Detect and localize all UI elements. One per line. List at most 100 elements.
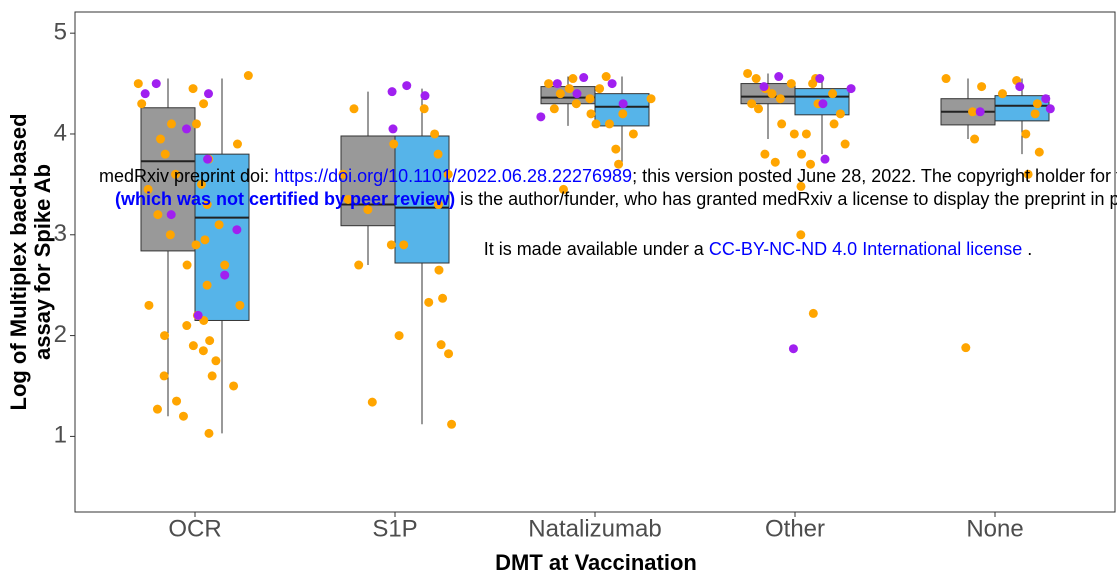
- y-tick-label: 4: [54, 119, 67, 146]
- point: [544, 79, 554, 89]
- point: [386, 240, 396, 250]
- point: [601, 72, 611, 82]
- point: [367, 397, 377, 407]
- point: [1045, 104, 1055, 114]
- point: [229, 381, 239, 391]
- point: [753, 104, 763, 114]
- point: [166, 210, 176, 220]
- point: [818, 99, 828, 109]
- point: [808, 79, 818, 89]
- point: [801, 129, 811, 139]
- point: [419, 104, 429, 114]
- point: [387, 87, 397, 97]
- watermark-link: https://doi.org/10.1101/2022.06.28.22276…: [274, 166, 632, 186]
- point: [160, 331, 170, 341]
- point: [846, 84, 856, 94]
- point: [941, 74, 951, 84]
- point: [447, 419, 457, 429]
- point: [815, 74, 825, 84]
- point: [204, 89, 214, 99]
- point: [536, 112, 546, 122]
- point: [151, 79, 161, 89]
- point: [1030, 109, 1040, 119]
- point: [777, 119, 787, 129]
- x-tick-label: Natalizumab: [528, 515, 661, 542]
- point: [743, 68, 753, 78]
- point: [808, 308, 818, 318]
- point: [434, 265, 444, 275]
- point: [159, 371, 169, 381]
- point: [549, 104, 559, 114]
- point: [552, 79, 562, 89]
- point: [207, 371, 217, 381]
- point: [806, 159, 816, 169]
- point: [564, 84, 574, 94]
- point: [751, 74, 761, 84]
- point: [775, 94, 785, 104]
- point: [182, 124, 192, 134]
- point: [202, 200, 212, 210]
- watermark-text: .: [1022, 239, 1032, 259]
- point: [611, 144, 621, 154]
- watermark-link: CC-BY-NC-ND 4.0 International license: [709, 239, 1022, 259]
- point: [188, 341, 198, 351]
- point: [232, 139, 242, 149]
- point: [770, 157, 780, 167]
- point: [199, 99, 209, 109]
- point: [591, 119, 601, 129]
- point: [1034, 147, 1044, 157]
- x-tick-label: S1P: [372, 515, 417, 542]
- point: [436, 340, 446, 350]
- point: [363, 205, 373, 215]
- x-tick-label: Other: [765, 515, 825, 542]
- point: [840, 139, 850, 149]
- point: [789, 129, 799, 139]
- point: [444, 349, 454, 359]
- point: [402, 81, 412, 91]
- point: [200, 235, 210, 245]
- point: [182, 260, 192, 270]
- point: [193, 310, 203, 320]
- point: [760, 149, 770, 159]
- marks: [133, 68, 1055, 438]
- point: [828, 89, 838, 99]
- point: [172, 396, 182, 406]
- point: [143, 184, 153, 194]
- point: [343, 195, 353, 204]
- point: [430, 129, 440, 139]
- point: [968, 107, 978, 117]
- point: [338, 169, 348, 179]
- point: [618, 99, 628, 109]
- box: [994, 95, 1050, 122]
- point: [155, 134, 165, 144]
- point: [204, 428, 214, 438]
- point: [767, 89, 777, 99]
- point: [796, 230, 806, 240]
- point: [424, 297, 434, 307]
- point: [214, 220, 224, 230]
- point: [614, 159, 624, 169]
- point: [961, 343, 971, 353]
- point: [585, 94, 595, 104]
- point: [820, 154, 830, 164]
- point: [1023, 169, 1033, 179]
- point: [579, 73, 589, 83]
- point: [202, 280, 212, 290]
- point: [568, 74, 578, 84]
- point: [433, 149, 443, 159]
- point: [438, 293, 448, 303]
- point: [618, 109, 628, 119]
- point: [203, 154, 213, 164]
- point: [646, 94, 656, 104]
- point: [759, 82, 769, 92]
- point: [166, 119, 176, 129]
- watermark-line: (which was not certified by peer review)…: [115, 189, 1117, 209]
- point: [555, 89, 565, 99]
- watermark-text: is the author/funder, who has granted me…: [455, 189, 1117, 209]
- point: [628, 129, 638, 139]
- point: [178, 411, 188, 421]
- point: [220, 260, 230, 270]
- point: [152, 404, 162, 414]
- point: [977, 82, 987, 92]
- point: [170, 169, 180, 179]
